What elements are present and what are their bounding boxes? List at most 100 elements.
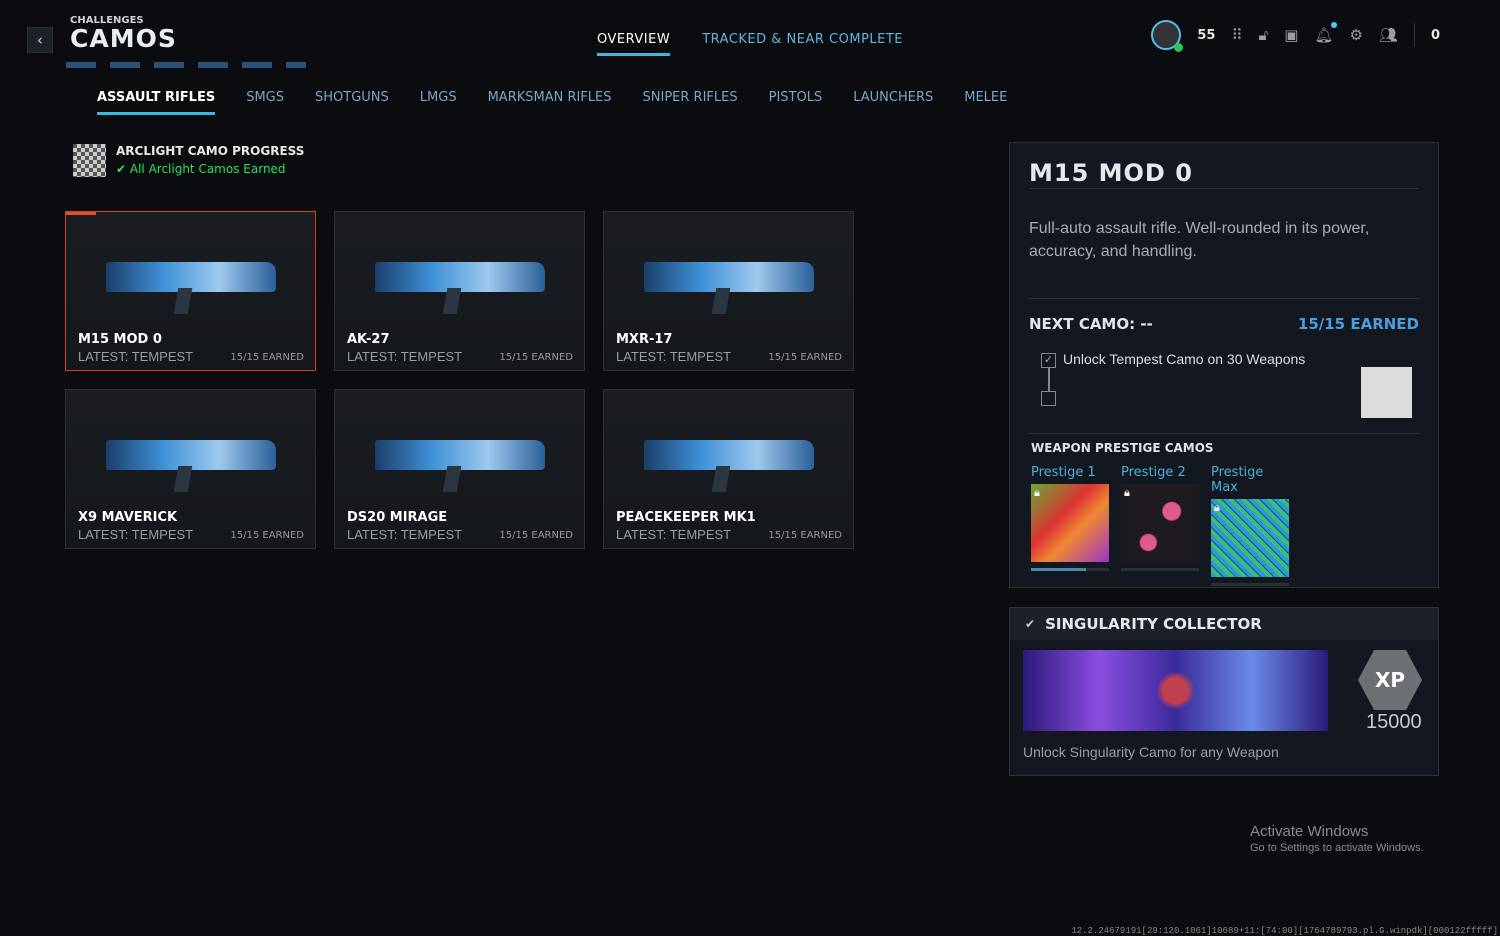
- grid-menu-icon[interactable]: ⠿: [1231, 26, 1243, 44]
- category-sniper-rifles[interactable]: SNIPER RIFLES: [642, 90, 738, 105]
- player-level: 55: [1197, 27, 1216, 43]
- watermark-line2: Go to Settings to activate Windows.: [1250, 842, 1424, 854]
- unlock-icon[interactable]: 🔓︎: [1258, 26, 1269, 44]
- tab-tracked[interactable]: TRACKED & NEAR COMPLETE: [702, 32, 904, 47]
- weapon-card[interactable]: X9 MAVERICK LATEST: TEMPEST 15/15 EARNED: [65, 389, 316, 549]
- weapon-detail-panel: M15 MOD 0 Full-auto assault rifle. Well-…: [1009, 142, 1439, 588]
- party-icon[interactable]: 👥︎: [1378, 26, 1398, 44]
- detail-earned: 15/15 EARNED: [1297, 315, 1419, 333]
- arclight-title: ARCLIGHT CAMO PROGRESS: [116, 144, 305, 158]
- check-icon: ✔: [116, 162, 130, 176]
- weapon-grid: M15 MOD 0 LATEST: TEMPEST 15/15 EARNED AK-…: [65, 211, 854, 549]
- weapon-card[interactable]: MXR-17 LATEST: TEMPEST 15/15 EARNED: [603, 211, 854, 371]
- weapon-card[interactable]: AK-27 LATEST: TEMPEST 15/15 EARNED: [334, 211, 585, 371]
- chevron-left-icon: ‹: [37, 31, 43, 49]
- lock-icon: 🔒︎: [1034, 486, 1040, 499]
- weapon-name: MXR-17: [616, 332, 673, 347]
- weapon-image: [106, 440, 276, 470]
- weapon-name: X9 MAVERICK: [78, 510, 178, 525]
- top-tabs: OVERVIEW TRACKED & NEAR COMPLETE: [0, 32, 1500, 56]
- party-count: 0: [1430, 27, 1440, 43]
- category-lmgs[interactable]: LMGS: [419, 90, 457, 105]
- prestige-thumbnail: 🔒︎: [1121, 484, 1199, 562]
- next-camo-label: NEXT CAMO: --: [1029, 315, 1153, 333]
- prestige-camo-1[interactable]: Prestige 1 🔒︎: [1031, 465, 1109, 571]
- lock-icon: 🔒︎: [1214, 501, 1220, 514]
- prestige-camo-max[interactable]: Prestige Max 🔒︎: [1211, 465, 1289, 586]
- gear-icon[interactable]: ⚙: [1349, 26, 1363, 44]
- windows-watermark: Activate Windows Go to Settings to activ…: [1250, 823, 1424, 854]
- prestige-label: Prestige 1: [1031, 465, 1096, 480]
- category-tabs: ASSAULT RIFLES SMGS SHOTGUNS LMGS MARKSM…: [97, 90, 1007, 115]
- weapon-image: [644, 440, 814, 470]
- prestige-progress-bar: [1031, 568, 1109, 571]
- weapon-image: [106, 262, 276, 292]
- divider: [1029, 188, 1419, 189]
- category-smgs[interactable]: SMGS: [246, 90, 284, 105]
- weapon-name: M15 MOD 0: [78, 332, 162, 347]
- divider: [1029, 298, 1419, 299]
- weapon-earned: 15/15 EARNED: [499, 530, 573, 541]
- singularity-banner-image: [1023, 650, 1328, 731]
- lock-icon: 🔒︎: [1124, 486, 1130, 499]
- prestige-label: Prestige Max: [1211, 465, 1264, 495]
- weapon-latest-camo: LATEST: TEMPEST: [78, 349, 194, 364]
- task-connector: [1048, 368, 1050, 391]
- weapon-name: DS20 MIRAGE: [347, 510, 448, 525]
- page-title: CAMOS: [70, 24, 177, 53]
- task-checkbox-checked: ✓: [1041, 353, 1056, 368]
- xp-reward: 15000: [1366, 711, 1422, 733]
- weapon-card[interactable]: M15 MOD 0 LATEST: TEMPEST 15/15 EARNED: [65, 211, 316, 371]
- weapon-earned: 15/15 EARNED: [230, 352, 304, 363]
- singularity-description: Unlock Singularity Camo for any Weapon: [1023, 744, 1279, 760]
- weapon-latest-camo: LATEST: TEMPEST: [347, 527, 463, 542]
- weapon-card[interactable]: PEACEKEEPER MK1 LATEST: TEMPEST 15/15 EARN…: [603, 389, 854, 549]
- prestige-progress-bar: [1121, 568, 1199, 571]
- task-text: Unlock Tempest Camo on 30 Weapons: [1063, 351, 1306, 367]
- prestige-progress-bar: [1211, 583, 1289, 586]
- prestige-label: Prestige 2: [1121, 465, 1186, 480]
- singularity-collector-panel: ✔ SINGULARITY COLLECTOR XP 15000 Unlock S…: [1009, 607, 1439, 776]
- detail-description: Full-auto assault rifle. Well-rounded in…: [1029, 220, 1370, 260]
- version-string: 12.2.24679191[29:120.1061]10689+11:[74:0…: [1071, 926, 1498, 936]
- bell-icon[interactable]: 🔔︎: [1314, 22, 1338, 44]
- headset-icon[interactable]: ▣: [1284, 26, 1299, 44]
- prestige-camo-2[interactable]: Prestige 2 🔒︎: [1121, 465, 1199, 571]
- weapon-card[interactable]: DS20 MIRAGE LATEST: TEMPEST 15/15 EARNED: [334, 389, 585, 549]
- weapon-latest-camo: LATEST: TEMPEST: [616, 349, 732, 364]
- arclight-camo-thumbnail: [73, 144, 106, 177]
- category-marksman-rifles[interactable]: MARKSMAN RIFLES: [487, 90, 612, 105]
- weapon-latest-camo: LATEST: TEMPEST: [78, 527, 194, 542]
- category-melee[interactable]: MELEE: [964, 90, 1008, 105]
- watermark-line1: Activate Windows: [1250, 823, 1369, 840]
- prestige-title: WEAPON PRESTIGE CAMOS: [1031, 441, 1214, 455]
- prestige-thumbnail: 🔒︎: [1031, 484, 1109, 562]
- category-assault-rifles[interactable]: ASSAULT RIFLES: [97, 90, 216, 115]
- weapon-image: [375, 440, 545, 470]
- weapon-image: [644, 262, 814, 292]
- xp-badge-icon: XP: [1358, 650, 1422, 710]
- avatar[interactable]: [1151, 20, 1184, 52]
- divider: [1029, 433, 1419, 434]
- check-icon: ✔: [1025, 617, 1036, 631]
- category-launchers[interactable]: LAUNCHERS: [853, 90, 934, 105]
- weapon-earned: 15/15 EARNED: [230, 530, 304, 541]
- singularity-title: SINGULARITY COLLECTOR: [1045, 615, 1262, 633]
- category-pistols[interactable]: PISTOLS: [768, 90, 823, 105]
- page-supertitle: CHALLENGES: [70, 15, 144, 26]
- weapon-latest-camo: LATEST: TEMPEST: [616, 527, 732, 542]
- divider: [1413, 23, 1415, 47]
- back-button[interactable]: ‹: [27, 27, 53, 53]
- category-shotguns[interactable]: SHOTGUNS: [315, 90, 389, 105]
- reward-thumbnail: [1361, 367, 1412, 418]
- weapon-name: PEACEKEEPER MK1: [616, 510, 756, 525]
- tab-overview[interactable]: OVERVIEW: [596, 32, 671, 56]
- decorative-lines: [66, 62, 306, 68]
- top-right-bar: 55 ⠿ 🔓︎ ▣ 🔔︎ ⚙ 👥︎ 0: [1151, 20, 1440, 52]
- singularity-header: ✔ SINGULARITY COLLECTOR: [1010, 608, 1438, 640]
- arclight-progress: ARCLIGHT CAMO PROGRESS ✔ All Arclight Ca…: [73, 144, 304, 177]
- detail-weapon-name: M15 MOD 0: [1029, 159, 1193, 187]
- weapon-earned: 15/15 EARNED: [768, 352, 842, 363]
- weapon-name: AK-27: [347, 332, 390, 347]
- task-checkbox-empty: [1041, 391, 1056, 406]
